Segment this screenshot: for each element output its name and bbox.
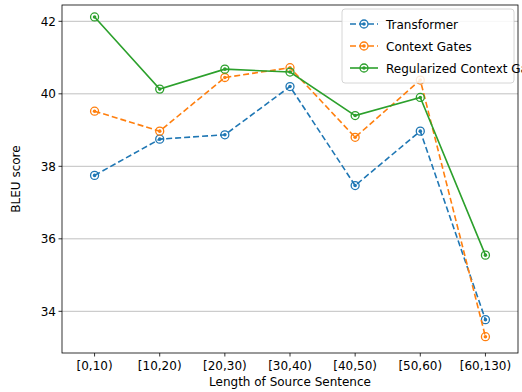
marker-core [353, 136, 357, 140]
marker [156, 127, 164, 135]
marker [286, 68, 294, 76]
marker-core [158, 129, 162, 133]
y-tick [59, 238, 63, 239]
series-line [95, 87, 486, 320]
x-tick [290, 353, 291, 357]
series-line [95, 68, 486, 337]
legend-label: Regularized Context Gates [386, 62, 522, 76]
marker-core [353, 184, 357, 188]
y-axis-label: BLEU score [9, 145, 23, 212]
y-tick-label: 40 [41, 87, 56, 101]
marker-core [484, 318, 488, 322]
marker [351, 112, 359, 120]
y-tick-label: 38 [41, 160, 56, 174]
x-tick [485, 353, 486, 357]
marker [156, 85, 164, 93]
grid-line [62, 238, 518, 239]
legend-line [350, 45, 378, 47]
marker-core [418, 129, 422, 133]
x-tick-label: [0,10) [77, 359, 113, 373]
marker-core [484, 335, 488, 339]
marker-core [418, 96, 422, 100]
x-tick-label: [30,40) [268, 359, 312, 373]
series-line [95, 17, 486, 255]
x-tick [420, 353, 421, 357]
plot-frame [62, 5, 518, 353]
y-tick [59, 93, 63, 94]
legend-marker [360, 42, 368, 50]
legend-label: Context Gates [386, 40, 472, 54]
legend-marker-core [362, 22, 366, 26]
marker-core [223, 67, 227, 71]
marker-core [158, 137, 162, 141]
y-tick [59, 311, 63, 312]
marker [416, 127, 424, 135]
x-tick-label: [60,130) [460, 359, 511, 373]
marker-core [93, 15, 97, 19]
x-tick-label: [40,50) [333, 359, 377, 373]
marker [286, 83, 294, 91]
x-tick-label: [10,20) [138, 359, 182, 373]
x-axis-label: Length of Source Sentence [209, 375, 371, 389]
marker [221, 74, 229, 82]
x-tick [94, 353, 95, 357]
marker [91, 13, 99, 21]
y-tick-label: 42 [41, 15, 56, 29]
legend-marker [360, 20, 368, 28]
x-tick-label: [20,30) [203, 359, 247, 373]
marker [351, 133, 359, 141]
y-tick-label: 34 [41, 305, 56, 319]
marker [221, 65, 229, 73]
legend-label: Transformer [385, 18, 458, 32]
marker-core [288, 70, 292, 74]
marker [416, 93, 424, 101]
y-tick [59, 21, 63, 22]
legend-marker-core [362, 66, 366, 70]
y-tick-label: 36 [41, 232, 56, 246]
marker-core [158, 87, 162, 91]
marker [351, 182, 359, 190]
marker [481, 333, 489, 341]
y-tick [59, 166, 63, 167]
marker [91, 171, 99, 179]
x-tick-label: [50,60) [398, 359, 442, 373]
legend-marker [360, 64, 368, 72]
marker-core [93, 109, 97, 113]
marker [481, 251, 489, 259]
marker [91, 107, 99, 115]
marker [221, 131, 229, 139]
marker [156, 135, 164, 143]
legend-marker-core [362, 44, 366, 48]
x-tick [224, 353, 225, 357]
marker-core [223, 133, 227, 137]
grid-line [62, 311, 518, 312]
marker-core [93, 174, 97, 178]
chart: 34 36 38 40 42 [0,10) [10,20) [20,30) [30,40) [40… [0, 0, 522, 392]
marker-core [353, 114, 357, 118]
marker-core [484, 253, 488, 257]
marker-core [223, 76, 227, 80]
legend: Transformer Context Gates Regularized Cont… [342, 9, 522, 83]
marker-core [288, 85, 292, 89]
x-tick [159, 353, 160, 357]
grid-line [62, 93, 518, 94]
x-tick [355, 353, 356, 357]
